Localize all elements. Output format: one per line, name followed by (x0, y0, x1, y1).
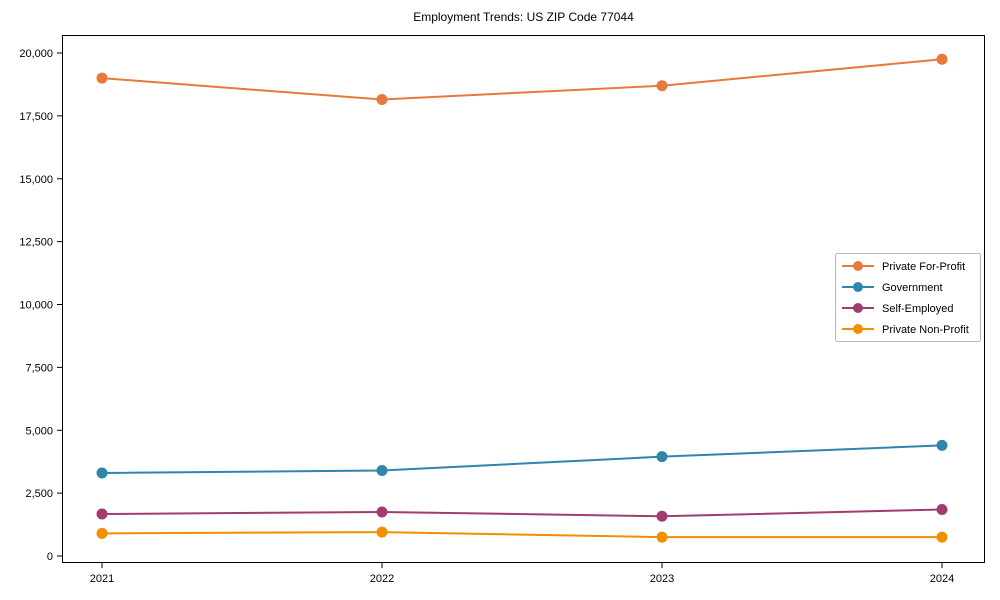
data-point-marker (96, 508, 108, 520)
data-point-marker (656, 451, 668, 463)
y-axis: 0 2,500 5,000 7,500 10,000 12,500 15,000 17,500… (19, 48, 62, 563)
legend-label: Self-Employed (882, 303, 954, 315)
y-tick-label: 20,000 (19, 48, 53, 60)
y-tick-label: 2,500 (25, 488, 53, 500)
y-tick-label: 17,500 (19, 111, 53, 123)
data-point-marker (376, 526, 388, 538)
series-2 (96, 503, 948, 522)
data-point-marker (96, 467, 108, 479)
x-axis: 2021 2022 2023 2024 (90, 563, 954, 585)
legend-label: Private For-Profit (882, 261, 965, 273)
data-point-marker (376, 94, 388, 106)
data-point-marker (96, 72, 108, 84)
legend-label: Government (882, 282, 943, 294)
x-tick-label: 2022 (370, 573, 394, 585)
data-point-marker (376, 464, 388, 476)
legend-box (835, 253, 981, 342)
series-line (101, 531, 942, 539)
series-line (101, 508, 943, 518)
series-0 (96, 53, 948, 106)
data-point-marker (936, 503, 948, 515)
legend-marker-icon (853, 282, 863, 292)
data-point-marker (96, 527, 108, 539)
y-tick-label: 12,500 (19, 237, 53, 249)
y-tick-label: 15,000 (19, 174, 53, 186)
legend-item: Self-Employed (842, 303, 954, 315)
legend-item: Government (842, 282, 943, 294)
legend-marker-icon (853, 261, 863, 271)
x-tick-label: 2021 (90, 573, 114, 585)
legend: Private For-Profit Government Self-Employe… (835, 253, 981, 342)
y-tick-label: 0 (47, 551, 53, 563)
legend-marker-icon (853, 303, 863, 313)
plot-frame (62, 35, 985, 563)
data-point-marker (656, 531, 668, 543)
series-1 (96, 439, 948, 479)
data-point-marker (936, 53, 948, 65)
y-tick-label: 7,500 (25, 362, 53, 374)
data-point-marker (656, 80, 668, 92)
legend-item: Private Non-Profit (842, 324, 969, 336)
data-point-marker (936, 531, 948, 543)
legend-label: Private Non-Profit (882, 324, 969, 336)
y-tick-label: 10,000 (19, 300, 53, 312)
legend-marker-icon (853, 324, 863, 334)
y-tick-label: 5,000 (25, 425, 53, 437)
x-tick-label: 2024 (930, 573, 954, 585)
series-3 (96, 526, 948, 543)
data-point-marker (936, 439, 948, 451)
x-tick-label: 2023 (650, 573, 674, 585)
data-point-marker (656, 510, 668, 522)
series-line (101, 444, 943, 475)
data-point-marker (376, 506, 388, 518)
legend-item: Private For-Profit (842, 261, 965, 273)
chart-title: Employment Trends: US ZIP Code 77044 (413, 10, 634, 24)
series-line (101, 58, 943, 101)
